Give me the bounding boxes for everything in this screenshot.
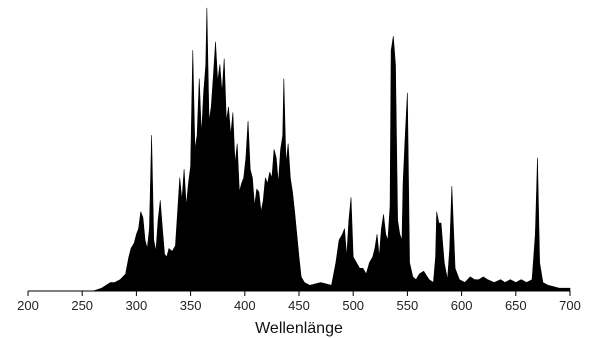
- x-axis-title: Wellenlänge: [255, 320, 343, 337]
- x-tick-label: 400: [234, 298, 256, 313]
- x-axis: 200 250 300 350 400 450 500 550 600 650 700: [17, 290, 581, 313]
- spectrum-area: [27, 7, 571, 292]
- spectrum-layer: [27, 7, 571, 292]
- x-tick-label: 550: [397, 298, 419, 313]
- x-tick-label: 500: [342, 298, 364, 313]
- x-tick-label: 350: [180, 298, 202, 313]
- x-tick-label: 300: [126, 298, 148, 313]
- x-tick-label: 450: [288, 298, 310, 313]
- x-tick-label: 700: [559, 298, 581, 313]
- x-tick-label: 250: [71, 298, 93, 313]
- x-tick-label: 200: [17, 298, 39, 313]
- x-tick-label: 650: [505, 298, 527, 313]
- x-tick-label: 600: [451, 298, 473, 313]
